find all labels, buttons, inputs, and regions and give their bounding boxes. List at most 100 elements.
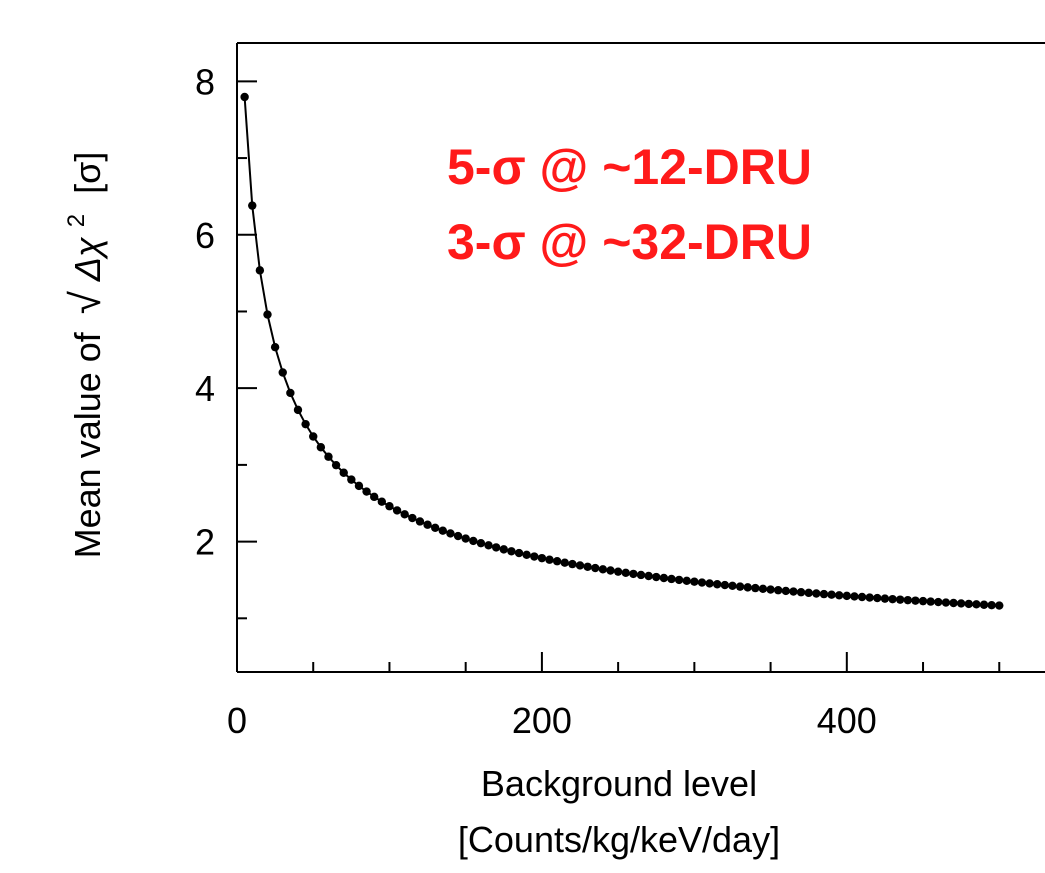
data-point bbox=[575, 561, 585, 570]
y-tick-label: 2 bbox=[195, 522, 215, 563]
y-tick-label: 8 bbox=[195, 61, 215, 102]
data-point bbox=[941, 598, 951, 607]
data-point bbox=[438, 526, 448, 535]
y-tick-label: 6 bbox=[195, 215, 215, 256]
data-point bbox=[804, 588, 813, 598]
annotation-3-sigma: 3-σ @ ~32-DRU bbox=[447, 214, 812, 270]
data-point bbox=[682, 576, 691, 586]
data-point bbox=[545, 555, 554, 564]
data-point bbox=[263, 310, 272, 319]
data-point bbox=[903, 595, 912, 605]
data-point bbox=[530, 552, 539, 561]
data-point bbox=[537, 553, 547, 563]
y-axis-title-sqrt-sign: √ bbox=[62, 290, 109, 314]
series-points bbox=[240, 92, 1004, 610]
x-axis-title-line2: [Counts/kg/keV/day] bbox=[458, 819, 780, 860]
data-point bbox=[895, 595, 905, 604]
data-point bbox=[415, 517, 425, 526]
data-point bbox=[690, 577, 699, 586]
x-tick-label: 200 bbox=[512, 700, 572, 741]
data-point bbox=[789, 587, 798, 596]
data-point bbox=[979, 600, 989, 609]
data-point bbox=[667, 574, 676, 584]
data-point bbox=[347, 475, 356, 484]
data-point bbox=[705, 579, 714, 588]
data-point bbox=[309, 432, 318, 441]
data-point bbox=[636, 570, 646, 580]
data-point bbox=[735, 582, 745, 591]
data-point bbox=[880, 594, 890, 603]
data-point bbox=[430, 523, 440, 532]
data-point bbox=[956, 599, 966, 608]
data-point bbox=[560, 558, 569, 567]
data-point bbox=[926, 597, 935, 606]
y-axis-title: Mean value of √ Δχ 2 [σ] bbox=[51, 152, 109, 559]
data-point bbox=[857, 592, 867, 602]
y-tick-labels: 2 4 6 8 bbox=[195, 61, 215, 562]
data-point bbox=[812, 589, 821, 598]
data-point bbox=[934, 597, 943, 607]
data-point bbox=[331, 460, 341, 470]
y-axis-title-text: Mean value of √ Δχ 2 [σ] bbox=[51, 152, 109, 559]
major-ticks bbox=[236, 80, 848, 672]
data-point bbox=[774, 586, 783, 595]
x-tick-label: 0 bbox=[227, 700, 247, 741]
data-point bbox=[865, 593, 874, 602]
data-point bbox=[286, 388, 295, 398]
data-point bbox=[469, 536, 478, 546]
data-point bbox=[255, 266, 265, 275]
y-axis-title-delta-chi: Δχ bbox=[67, 236, 108, 282]
data-point bbox=[362, 487, 371, 496]
data-point bbox=[652, 572, 661, 582]
data-point bbox=[370, 492, 379, 502]
data-point bbox=[987, 600, 996, 610]
data-point bbox=[949, 598, 958, 608]
data-point bbox=[918, 596, 928, 606]
data-point bbox=[629, 569, 638, 579]
data-point bbox=[408, 513, 417, 523]
data-point bbox=[751, 583, 760, 593]
data-point bbox=[606, 566, 615, 575]
data-point bbox=[781, 586, 791, 596]
data-point bbox=[270, 342, 280, 352]
data-point bbox=[392, 506, 402, 515]
data-point bbox=[598, 565, 608, 574]
data-point bbox=[728, 581, 737, 591]
minor-ticks bbox=[237, 157, 1001, 672]
x-axis-title-line1: Background level bbox=[481, 763, 757, 804]
data-point bbox=[850, 592, 859, 601]
data-point bbox=[324, 452, 333, 461]
data-point bbox=[644, 571, 653, 581]
data-point bbox=[316, 443, 326, 452]
y-tick-label: 4 bbox=[195, 368, 215, 409]
data-point bbox=[385, 502, 394, 511]
data-point bbox=[621, 568, 630, 577]
data-point bbox=[339, 468, 348, 477]
data-point bbox=[491, 543, 501, 552]
data-point bbox=[659, 573, 669, 583]
data-point bbox=[507, 547, 516, 556]
data-point bbox=[461, 534, 470, 543]
data-point bbox=[484, 541, 493, 550]
data-point bbox=[697, 578, 707, 587]
data-point bbox=[613, 567, 623, 576]
data-point bbox=[248, 201, 257, 210]
data-point bbox=[499, 545, 508, 554]
data-point bbox=[278, 368, 287, 377]
data-point bbox=[453, 531, 463, 541]
y-axis-title-prefix: Mean value of bbox=[67, 331, 108, 558]
data-point bbox=[758, 584, 768, 594]
data-point bbox=[743, 583, 752, 592]
data-point bbox=[476, 538, 486, 548]
data-point bbox=[873, 593, 882, 603]
data-point bbox=[354, 481, 364, 491]
data-point bbox=[583, 562, 592, 571]
data-point bbox=[591, 563, 600, 573]
data-point bbox=[568, 559, 577, 569]
data-point bbox=[377, 497, 387, 506]
data-point bbox=[423, 520, 432, 529]
data-point bbox=[842, 591, 852, 601]
data-point bbox=[713, 580, 722, 589]
annotation-5-sigma: 5-σ @ ~12-DRU bbox=[447, 139, 812, 195]
